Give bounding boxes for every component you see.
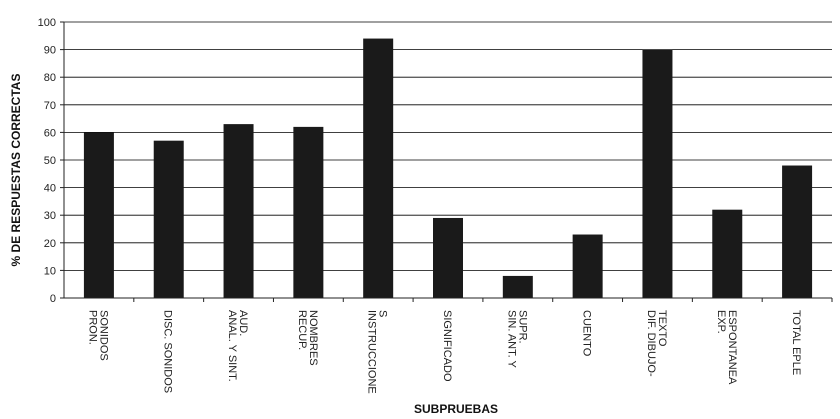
bar: [293, 126, 324, 298]
y-tick-label: 70: [44, 100, 56, 112]
category-label: CUENTO: [581, 310, 593, 357]
y-tick-label: 40: [44, 183, 56, 195]
category-label: SUPR.: [516, 310, 528, 344]
category-label: TEXTO: [656, 310, 668, 347]
y-tick-label: 60: [44, 127, 56, 139]
x-axis-title: SUBPRUEBAS: [414, 402, 498, 416]
bar: [712, 209, 743, 298]
bar: [153, 140, 184, 298]
bars: [83, 38, 813, 299]
gridlines: [64, 21, 832, 271]
bar: [502, 275, 533, 298]
category-label: ESPONTANEA: [726, 310, 738, 385]
bar: [223, 124, 254, 299]
y-axis-title: % DE RESPUESTAS CORRECTAS: [9, 74, 23, 267]
category-label: S: [377, 310, 389, 317]
y-tick-label: 10: [44, 265, 56, 277]
bar: [642, 49, 673, 298]
y-tick-label: 90: [44, 45, 56, 57]
y-tick-label: 30: [44, 210, 56, 222]
category-label: TOTAL EPLE: [790, 310, 802, 375]
bar: [572, 234, 603, 298]
y-tick-labels: 0 10 20 30 40 50 60 70 80 90 100: [38, 17, 64, 305]
y-tick-label: 50: [44, 155, 56, 167]
category-label: EXP.: [715, 310, 727, 334]
y-tick-label: 100: [38, 17, 56, 29]
bar: [363, 38, 394, 299]
category-labels: PRON. SONIDOS DISC. SONIDOS ANAL. Y SINT. AU…: [86, 298, 833, 394]
category-label: RECUP.: [296, 310, 308, 350]
y-tick-label: 20: [44, 238, 56, 250]
y-tick-label: 80: [44, 72, 56, 84]
bar: [782, 165, 813, 298]
category-label: SIGNIFICADO: [441, 310, 453, 382]
y-tick-label: 0: [50, 293, 56, 305]
category-label: NOMBRES: [307, 310, 319, 366]
category-label: ANAL. Y SINT.: [226, 310, 238, 382]
category-label: AUD.: [237, 310, 249, 336]
bar: [83, 132, 114, 298]
category-label: PRON.: [86, 310, 98, 345]
category-label: INSTRUCCIONE: [366, 310, 378, 394]
category-label: SIN. ANT. Y: [505, 310, 517, 369]
category-label: DISC. SONIDOS: [162, 310, 174, 393]
category-label: DIF. DIBUJO-: [645, 310, 657, 377]
category-label: SONIDOS: [97, 310, 109, 361]
bar: [433, 217, 463, 298]
